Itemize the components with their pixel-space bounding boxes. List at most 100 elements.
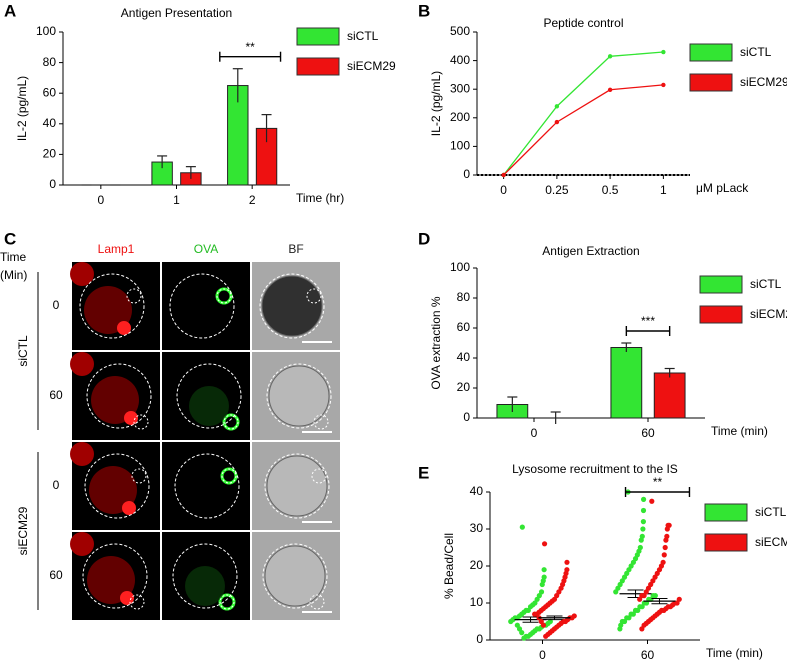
dot (640, 526, 646, 532)
bead-outline (309, 594, 325, 610)
legend-swatch (689, 43, 733, 62)
y-tick-label: 300 (450, 81, 470, 95)
dot (640, 519, 646, 525)
channel-label: Lamp1 (98, 242, 135, 256)
point (661, 49, 666, 55)
lamp1-spot (70, 352, 94, 376)
panel-label: D (418, 229, 430, 248)
dot (664, 526, 670, 532)
cell-outline (84, 453, 150, 519)
bar (653, 372, 686, 419)
dot (519, 524, 525, 530)
y-tick-label: 200 (450, 110, 470, 124)
bead-outline (219, 594, 235, 610)
chart-title: Peptide control (543, 16, 623, 30)
dot (541, 541, 548, 547)
x-tick-label: 1 (173, 193, 180, 207)
lamp1-spot (70, 532, 94, 556)
bead-outline (133, 414, 149, 430)
legend-swatch (689, 73, 733, 92)
y-tick-label: 100 (36, 24, 56, 38)
legend-swatch (704, 503, 748, 522)
significance-label: ** (245, 40, 255, 54)
cell-outline (266, 363, 332, 429)
lamp1-spot (124, 411, 138, 425)
legend-swatch (699, 305, 743, 324)
legend-label: siECM29 (740, 75, 787, 89)
dot (663, 537, 669, 543)
cell-outline (264, 453, 330, 519)
dot (661, 552, 667, 558)
chart-title: Antigen Extraction (542, 244, 639, 258)
panel-label: B (418, 1, 430, 20)
legend-swatch (296, 57, 340, 76)
channel-label: BF (288, 242, 303, 256)
y-tick-label: 0 (49, 177, 56, 191)
point (661, 82, 666, 88)
channel-label: OVA (194, 242, 218, 256)
x-tick-label: 0 (531, 426, 538, 440)
bead-outline (311, 468, 327, 484)
group-label: siCTL (16, 335, 30, 367)
y-tick-label: 60 (457, 320, 471, 334)
time-header: Time (0, 250, 27, 264)
chart-title: Lysosome recruitment to the IS (512, 462, 678, 476)
x-tick-label: 0.25 (545, 183, 569, 197)
cell (266, 455, 328, 517)
x-tick-label: 0 (539, 648, 546, 662)
dot (539, 581, 545, 588)
y-tick-label: 10 (470, 595, 484, 609)
cell-outline (259, 273, 325, 339)
dot (617, 626, 623, 632)
lamp1-spot (122, 501, 136, 515)
dot (521, 635, 527, 641)
legend-swatch (699, 275, 743, 294)
cell-outline (82, 543, 148, 609)
cell (268, 365, 330, 427)
bead-outline (223, 414, 239, 430)
y-tick-label: 60 (43, 85, 57, 99)
bead-outline (313, 414, 329, 430)
legend-label: siCTL (740, 45, 772, 59)
legend-label: siCTL (750, 277, 782, 291)
x-tick-label: 0 (500, 183, 507, 197)
cell-outline (174, 453, 240, 519)
bead-outline (306, 288, 322, 304)
y-tick-label: 0 (463, 167, 470, 181)
cell (261, 275, 323, 337)
ova-haze (185, 566, 225, 606)
bead-outline (126, 288, 142, 304)
point (554, 119, 560, 125)
cell-outline (79, 273, 145, 339)
legend-label: siCTL (347, 29, 379, 43)
dot (532, 611, 538, 617)
cell-outline (172, 543, 238, 609)
x-tick-label: 60 (641, 648, 655, 662)
cell (264, 545, 326, 607)
bead-outline (216, 288, 232, 304)
chart-title: Antigen Presentation (121, 6, 232, 20)
y-axis-label: IL-2 (pg/mL) (15, 76, 29, 141)
x-tick-label: 0 (97, 193, 104, 207)
panel-label: A (4, 1, 16, 20)
lamp1-signal (84, 286, 132, 334)
y-tick-label: 40 (470, 484, 484, 498)
y-tick-label: 40 (43, 116, 57, 130)
dot (639, 626, 645, 632)
x-tick-label: 60 (641, 426, 655, 440)
point (501, 172, 506, 178)
y-axis-label: IL-2 (pg/mL) (429, 71, 443, 136)
x-tick-label: 0.5 (602, 183, 619, 197)
lamp1-signal (89, 466, 137, 514)
y-tick-label: 500 (450, 24, 470, 38)
dot (514, 622, 520, 628)
lamp1-spot (120, 591, 134, 605)
y-tick-label: 100 (450, 139, 470, 153)
y-tick-label: 20 (43, 147, 57, 161)
time-label: 0 (53, 298, 60, 312)
x-tick-label: 2 (249, 193, 256, 207)
significance-label: ** (653, 475, 663, 489)
cell-outline (262, 543, 328, 609)
point (554, 104, 560, 109)
